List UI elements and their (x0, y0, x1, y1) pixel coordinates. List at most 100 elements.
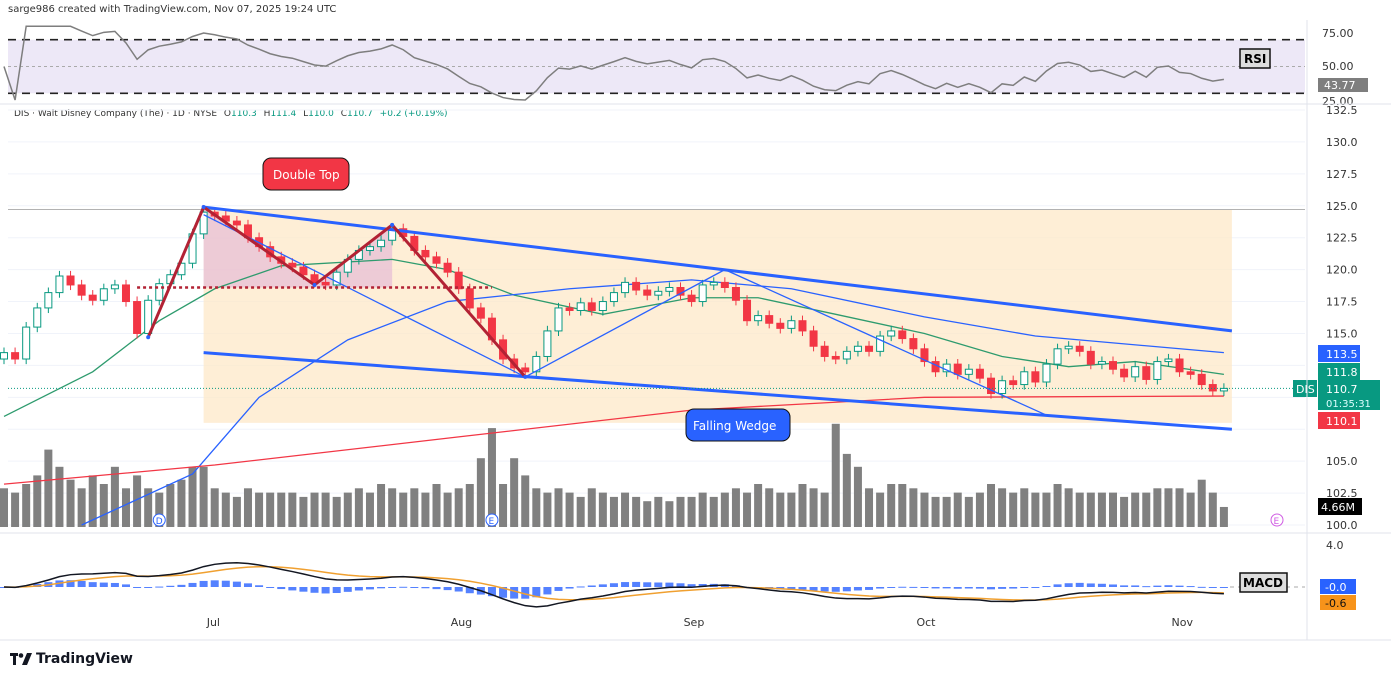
volume-bar (931, 496, 940, 527)
wedge-upper-line (203, 205, 1233, 333)
volume-bar (909, 488, 918, 527)
macd-histogram-bar (521, 587, 530, 599)
macd-histogram-bar (77, 580, 86, 587)
volume-bar (887, 484, 896, 527)
macd-histogram-bar (876, 587, 885, 589)
macd-signal-line (3, 565, 1224, 601)
macd-histogram-bar (887, 587, 896, 588)
volume-bar (410, 488, 419, 527)
symbol-info: DIS · Walt Disney Company (The) · 1D · N… (14, 109, 218, 119)
candle-body (365, 246, 374, 251)
volume-bar (277, 492, 286, 527)
tradingview-logo-icon (10, 653, 32, 665)
macd-histogram-bar (221, 580, 230, 587)
low-label: L (303, 109, 309, 119)
volume-bar (288, 492, 297, 527)
time-axis-tick: Aug (451, 616, 472, 629)
macd-histogram-bar (1164, 585, 1173, 587)
tradingview-logo[interactable]: TradingView (10, 651, 133, 667)
candle-body (720, 281, 729, 289)
candle-body (1131, 366, 1140, 378)
volume-bar (44, 449, 53, 527)
volume-bar (399, 492, 408, 527)
candle-body (465, 288, 474, 309)
macd-histogram-bar (1175, 585, 1184, 587)
macd-histogram-bar (543, 587, 552, 595)
volume-bar (332, 496, 341, 527)
candle-body (77, 284, 86, 296)
candle-body (1164, 358, 1173, 363)
candle-body (121, 284, 130, 303)
pattern-point (390, 222, 395, 227)
candle-body (565, 307, 574, 311)
candle-body (909, 338, 918, 350)
high-value: 111.4 (270, 109, 297, 119)
volume-bar (1153, 488, 1162, 527)
volume-bar (720, 492, 729, 527)
macd-histogram-bar (820, 587, 829, 592)
signal-last-value: -0.6 (1325, 597, 1346, 610)
volume-bar (532, 488, 541, 527)
rsi-axis-tick: 25.00 (1322, 95, 1354, 108)
candle-body (1009, 380, 1018, 386)
macd-histogram-bar (199, 580, 208, 587)
candle-body (687, 294, 696, 303)
volume-bar (33, 475, 42, 527)
volume-bar (765, 488, 774, 527)
double-top-badge (262, 157, 350, 191)
macd-histogram-bar (1153, 585, 1162, 587)
volume-bar (166, 484, 175, 527)
macd-histogram-bar (399, 586, 408, 588)
time-axis-tick: Sep (684, 616, 705, 629)
candle-body (709, 281, 718, 286)
volume-bar (731, 488, 740, 527)
volume-bar (565, 492, 574, 527)
volume-bar (177, 479, 186, 527)
volume-bar (88, 475, 97, 527)
volume-bar (898, 484, 907, 527)
high-label: H (263, 109, 271, 119)
volume-bar (543, 492, 552, 527)
price-axis-tick: 117.5 (1326, 296, 1358, 309)
volume-bar (77, 488, 86, 527)
volume-bar (1075, 492, 1084, 527)
volume-bar (975, 492, 984, 527)
volume-bar (266, 492, 275, 527)
price-axis-tick: 102.5 (1326, 487, 1358, 500)
bar-countdown: 01:35:31 (1326, 399, 1371, 410)
rsi-axis-tick: 75.00 (1322, 27, 1354, 40)
wedge-lower-line (203, 351, 1233, 431)
macd-histogram-bar (310, 587, 319, 593)
macd-histogram-bar (421, 587, 430, 589)
rsi-last-badge (1318, 78, 1368, 92)
candle-body (299, 266, 308, 276)
macd-histogram-bar (1031, 587, 1040, 588)
macd-histogram-bar (865, 587, 874, 590)
price-axis-tick: 100.0 (1326, 519, 1358, 532)
price-axis-tick: 105.0 (1326, 455, 1358, 468)
candle-body (1075, 345, 1084, 352)
candle-body (432, 256, 441, 264)
volume-bar (421, 492, 430, 527)
macd-histogram-bar (321, 587, 330, 594)
candle-body (632, 281, 641, 291)
candle-body (998, 380, 1007, 394)
macd-histogram-bar (365, 587, 374, 590)
candle-body (110, 284, 119, 290)
candle-body (787, 320, 796, 329)
symbol-legend: DIS · Walt Disney Company (The) · 1D · N… (14, 109, 448, 119)
volume-bar (1175, 488, 1184, 527)
candle-body (743, 299, 752, 322)
macd-histogram-bar (144, 587, 153, 588)
volume-bar (188, 466, 197, 527)
volume-bar (743, 492, 752, 527)
macd-histogram-bar (277, 587, 286, 590)
candle-body (476, 307, 485, 319)
candle-body (643, 289, 652, 296)
volume-bar (155, 492, 164, 527)
candle-body (1120, 368, 1129, 378)
macd-histogram-bar (465, 587, 474, 594)
candle-body (1097, 361, 1106, 365)
volume-bar (920, 492, 929, 527)
